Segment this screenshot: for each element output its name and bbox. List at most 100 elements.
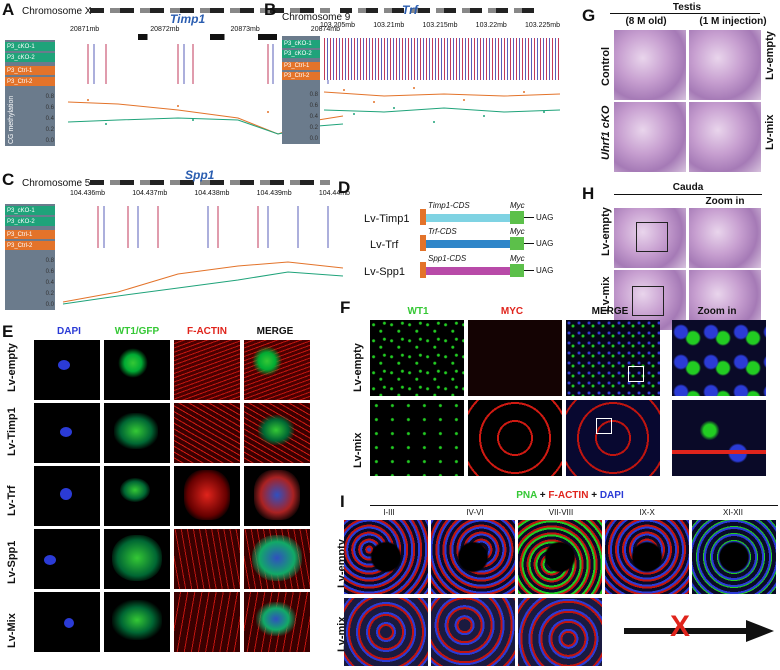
linker [524,217,534,218]
ytick: 0.0 [45,302,54,308]
myc-image [468,320,562,396]
yaxis-title: CG methylation [8,95,15,144]
title-rule [610,13,760,14]
myc-label: Myc [510,227,525,236]
panel-a-gene: Timp1 [170,12,206,26]
histology-image [614,208,686,268]
construct-name: Lv-Spp1 [364,266,405,278]
cds-label: Timp1-CDS [428,201,470,210]
ltr-block [420,262,426,278]
myc-tag [510,264,524,277]
column-header: MERGE [256,326,294,337]
row-label: Lv-empty [352,343,364,392]
panel-c-ticks: 104.436mb 104.437mb 104.438mb 104.439mb … [70,190,350,197]
stop-codon: UAG [536,266,554,275]
stage-label: IV-VI [466,508,484,517]
column-header: DAPI [57,326,81,337]
zoom-box [596,418,612,434]
ytick: 0.6 [45,105,54,111]
ytick: 0.2 [309,125,318,131]
yaxis-ticks: 0.8 0.6 0.4 0.2 0.0 [296,90,318,145]
ltr-block [420,235,426,251]
cds-label: Spp1-CDS [428,254,467,263]
ytick: 0.0 [45,138,54,144]
tick: 104.437mb [132,190,168,197]
ytick: 0.8 [45,258,54,264]
zoom-image [672,400,766,476]
merge-image [566,400,660,476]
panel-f-label: F [340,298,351,317]
yaxis-ticks: 0.8 0.6 0.4 0.2 0.0 [34,256,54,311]
tick: 20871mb [70,26,100,33]
row-label: Lv-mix [764,114,776,150]
zoom-image [672,320,766,396]
panel-a-ticks: 20871mb 20872mb 20873mb 20874mb [70,26,340,33]
stage-label: VII-VIII [548,508,574,517]
stage-image [518,598,602,666]
arrow-head-icon [746,620,774,642]
row-label-rotated: Lv-mix [764,115,780,162]
tick: 104.438mb [194,190,230,197]
track-label: P3_cKO-1 [5,42,55,51]
row-label: Lv-mix [352,432,364,468]
row-label: Control [600,46,612,86]
chromosome-ideogram [90,8,330,13]
linker [524,270,534,271]
cds-bar [426,267,510,275]
track-label: P3_Ctrl-1 [282,62,320,70]
row-label-rotated: Lv-Trf [6,485,37,528]
column-header: WT1/GFP [114,326,160,337]
stage-label: I-III [383,508,395,517]
cds-bar [426,240,510,248]
panel-h-label: H [582,184,595,203]
blocked-cross-icon: X [670,610,691,643]
gfp-image [104,529,170,589]
cds-label: Trf-CDS [428,227,457,236]
stop-codon: UAG [536,213,554,222]
panel-g-title: Testis [672,2,702,13]
tick: 104.439mb [256,190,292,197]
tick: 103.205mb [320,22,356,29]
dapi-image [34,340,100,400]
track-label: P3_cKO-2 [5,217,55,226]
panel-c-chromosome: Chromosome 5 [22,178,91,189]
gfp-image [104,340,170,400]
dapi-image [34,529,100,589]
stage-labels: I-III IV-VI VII-VIII IX-X XI-XII [346,508,776,517]
actin-image [174,466,240,526]
track-label: P3_cKO-1 [282,40,320,48]
ytick: 0.0 [309,136,318,142]
gfp-image [104,403,170,463]
track-label: P3_cKO-1 [5,206,55,215]
arrow-shaft [624,628,748,634]
ytick: 0.4 [309,114,318,120]
stage-image [431,520,515,594]
stage-image [605,520,689,594]
tick: 103.22mb [475,22,507,29]
column-header: (8 M old) [625,16,667,27]
row-label: Lv-Timp1 [6,407,18,456]
merge-image [244,592,310,652]
panel-b-ticks: 103.205mb 103.21mb 103.215mb 103.22mb 10… [320,22,560,29]
gfp-image [104,592,170,652]
column-header: MYC [500,306,524,317]
tick: 103.215mb [422,22,458,29]
dapi-image [34,466,100,526]
row-label: Lv-Spp1 [6,540,18,584]
dapi-image [34,403,100,463]
track-label: P3_Ctrl-2 [5,77,55,86]
zoom-header: Zoom in [705,196,745,207]
panel-g-label: G [582,6,596,25]
column-header: Zoom in [697,306,737,317]
ytick: 0.2 [45,127,54,133]
row-label: Lv-empty [764,31,776,80]
stage-rule [370,505,778,506]
ytick: 0.4 [45,280,54,286]
actin-image [174,592,240,652]
legend-dapi: DAPI [599,490,624,501]
linker [524,243,534,244]
stage-image [518,520,602,594]
panel-a-chromosome: Chromosome X [22,6,92,17]
row-label: Lv-empty [600,207,612,256]
panel-d-label: D [338,178,351,197]
